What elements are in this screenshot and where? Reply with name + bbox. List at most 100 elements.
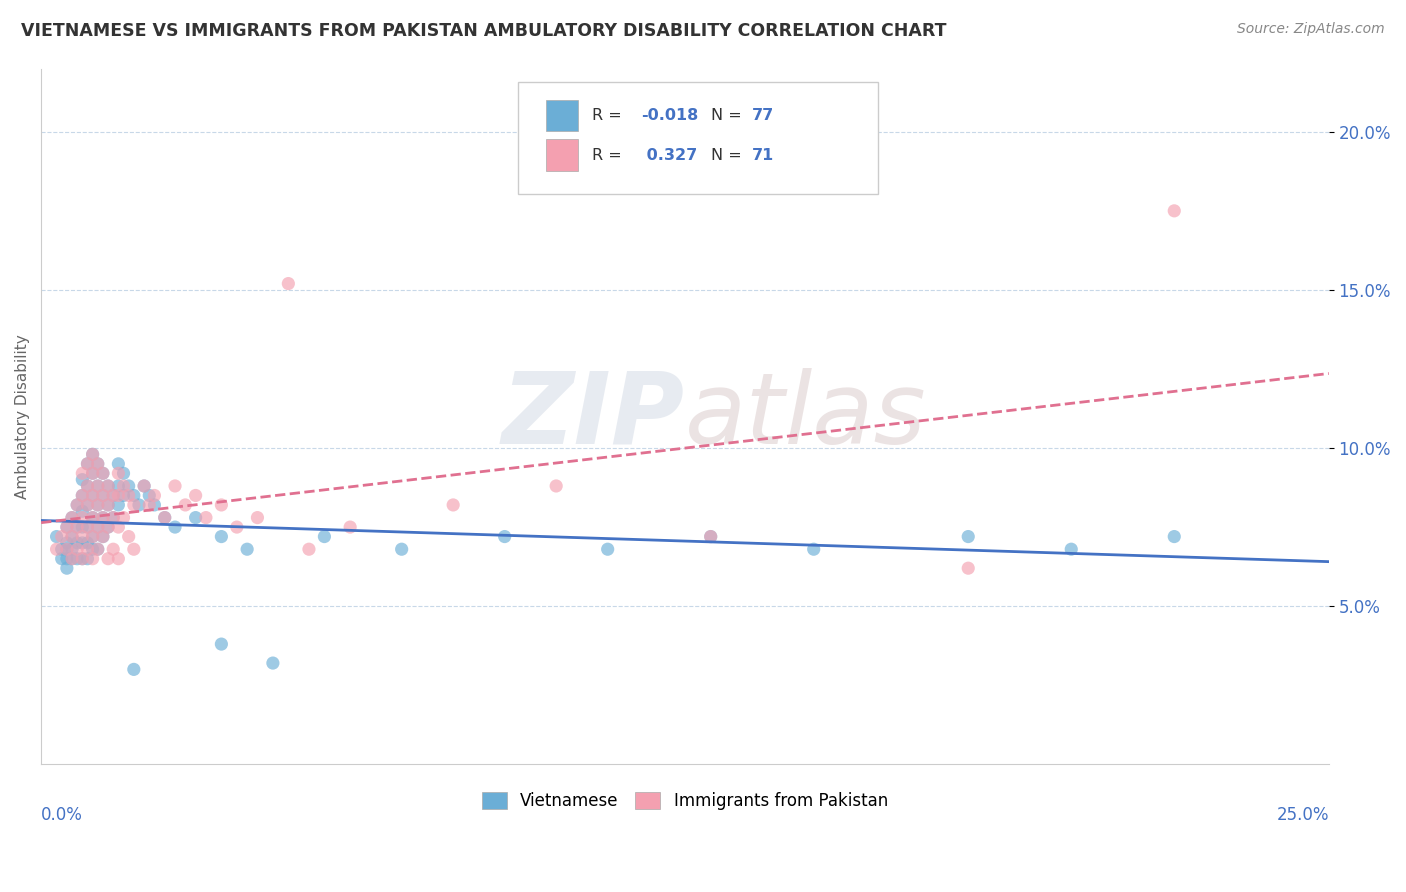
Point — [97, 479, 120, 493]
Y-axis label: Ambulatory Disability: Ambulatory Disability — [15, 334, 30, 499]
Point — [209, 498, 232, 512]
Point — [122, 662, 145, 676]
Point — [82, 542, 104, 557]
Point — [246, 510, 269, 524]
Point — [97, 520, 120, 534]
Point — [76, 551, 98, 566]
Point — [72, 551, 94, 566]
Point — [91, 530, 114, 544]
Point — [60, 530, 83, 544]
Point — [82, 488, 104, 502]
Point — [1163, 203, 1185, 218]
Point — [153, 510, 176, 524]
Point — [134, 479, 156, 493]
Point — [97, 551, 120, 566]
Text: atlas: atlas — [685, 368, 927, 465]
Point — [107, 520, 129, 534]
Point — [143, 498, 166, 512]
Point — [97, 498, 120, 512]
Point — [107, 498, 129, 512]
Point — [262, 656, 284, 670]
Point — [194, 510, 217, 524]
Point — [91, 488, 114, 502]
Text: R =: R = — [592, 148, 627, 162]
Point — [87, 479, 110, 493]
Point — [51, 530, 73, 544]
Point — [494, 530, 516, 544]
Point — [236, 542, 259, 557]
Point — [277, 277, 299, 291]
Point — [60, 542, 83, 557]
Text: VIETNAMESE VS IMMIGRANTS FROM PAKISTAN AMBULATORY DISABILITY CORRELATION CHART: VIETNAMESE VS IMMIGRANTS FROM PAKISTAN A… — [21, 22, 946, 40]
Point — [103, 510, 125, 524]
Text: 0.0%: 0.0% — [41, 806, 83, 824]
Point — [82, 510, 104, 524]
Point — [87, 457, 110, 471]
Point — [107, 479, 129, 493]
Point — [45, 542, 67, 557]
Point — [56, 520, 79, 534]
Point — [103, 488, 125, 502]
Point — [76, 542, 98, 557]
Point — [76, 520, 98, 534]
Point — [122, 542, 145, 557]
Text: Source: ZipAtlas.com: Source: ZipAtlas.com — [1237, 22, 1385, 37]
Point — [91, 467, 114, 481]
Point — [60, 551, 83, 566]
Point — [56, 542, 79, 557]
Point — [957, 561, 980, 575]
Point — [209, 637, 232, 651]
Point — [391, 542, 413, 557]
Point — [91, 510, 114, 524]
Point — [72, 488, 94, 502]
Point — [56, 561, 79, 575]
Point — [56, 520, 79, 534]
Point — [1163, 530, 1185, 544]
Point — [82, 467, 104, 481]
Legend: Vietnamese, Immigrants from Pakistan: Vietnamese, Immigrants from Pakistan — [474, 784, 896, 819]
Point — [122, 498, 145, 512]
Point — [60, 510, 83, 524]
Point — [91, 467, 114, 481]
Point — [118, 488, 141, 502]
Point — [163, 520, 186, 534]
Point — [56, 536, 79, 550]
Point — [596, 542, 619, 557]
Point — [153, 510, 176, 524]
Point — [82, 530, 104, 544]
Point — [56, 542, 79, 557]
Point — [97, 520, 120, 534]
Point — [112, 479, 135, 493]
Point — [72, 536, 94, 550]
Point — [1060, 542, 1083, 557]
Point — [87, 542, 110, 557]
Point — [56, 551, 79, 566]
Point — [76, 498, 98, 512]
Point — [87, 542, 110, 557]
Text: N =: N = — [710, 148, 747, 162]
Point — [76, 536, 98, 550]
Text: 25.0%: 25.0% — [1277, 806, 1329, 824]
Text: R =: R = — [592, 108, 627, 123]
Point — [76, 520, 98, 534]
Point — [82, 467, 104, 481]
Point — [60, 510, 83, 524]
Point — [699, 530, 721, 544]
Point — [97, 479, 120, 493]
Point — [138, 498, 160, 512]
Point — [66, 498, 89, 512]
Point — [184, 510, 207, 524]
Point — [314, 530, 336, 544]
Point — [174, 498, 197, 512]
Point — [72, 520, 94, 534]
Point — [87, 520, 110, 534]
Point — [72, 488, 94, 502]
Point — [66, 542, 89, 557]
Point — [87, 520, 110, 534]
Point — [134, 479, 156, 493]
Point — [339, 520, 361, 534]
Point — [107, 551, 129, 566]
Point — [76, 457, 98, 471]
Point — [298, 542, 321, 557]
Point — [76, 457, 98, 471]
